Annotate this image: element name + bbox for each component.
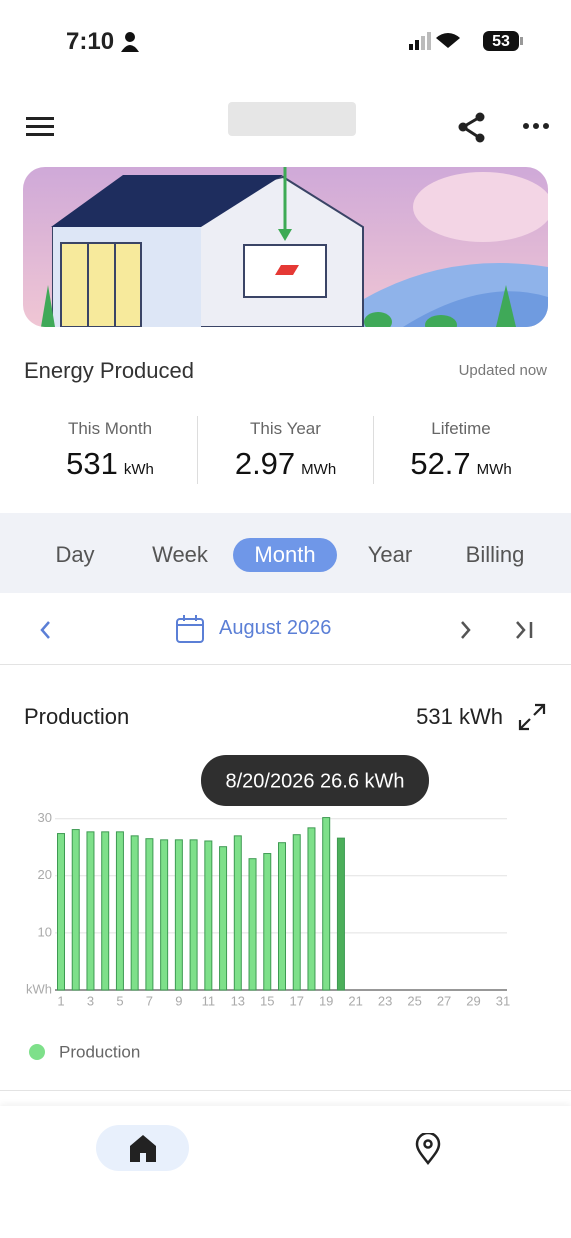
chart-total: 531 kWh (416, 704, 503, 729)
bar (86, 831, 95, 991)
stat-value: 52.7 (410, 446, 471, 481)
divider (0, 1090, 571, 1091)
tab[interactable]: Billing (465, 542, 525, 567)
bar (292, 834, 301, 991)
bar (57, 833, 65, 991)
legend-label: Production (59, 1042, 140, 1061)
tooltip-text: 8/20/2026 26.6 kWh (225, 770, 404, 792)
bar (160, 839, 169, 991)
stat-value-row: 52.7 MWh (376, 446, 546, 482)
updated-label: Updated now (458, 362, 547, 379)
x-tick-label: 29 (466, 993, 480, 1008)
legend-marker (29, 1044, 45, 1060)
tab[interactable]: Year (367, 542, 413, 567)
x-tick-label: 19 (319, 993, 333, 1008)
person-icon (121, 32, 139, 52)
tab[interactable]: Week (152, 542, 208, 567)
x-tick-label: 7 (146, 993, 153, 1008)
share-button[interactable] (456, 112, 488, 144)
divider (373, 416, 374, 484)
x-tick-label: 31 (496, 993, 510, 1008)
stat-value-row: 531 kWh (25, 446, 195, 482)
x-tick-label: 3 (87, 993, 94, 1008)
last-button[interactable] (514, 620, 536, 640)
y-tick-label: 30 (38, 810, 52, 825)
stat-label: This Month (67, 419, 153, 438)
x-tick-label: 13 (231, 993, 245, 1008)
divider (0, 664, 571, 665)
stat-unit: MWh (301, 461, 337, 478)
bar (101, 831, 110, 991)
bar (204, 840, 213, 991)
chart-title: Production (24, 704, 130, 729)
prev-button[interactable] (38, 620, 54, 640)
stat-unit: kWh (123, 461, 154, 478)
battery-level: 53 (492, 33, 510, 50)
stat-label: This Year (250, 419, 321, 438)
next-button[interactable] (458, 620, 474, 640)
x-tick-label: 17 (289, 993, 303, 1008)
stat-unit: MWh (476, 461, 512, 478)
y-tick-label: 10 (38, 924, 52, 939)
x-tick-label: 5 (116, 993, 123, 1008)
x-tick-label: 11 (202, 993, 216, 1008)
bar (233, 835, 242, 991)
section-title: Energy Produced (24, 358, 194, 383)
status-icons (409, 31, 523, 51)
x-tick-label: 1 (57, 993, 64, 1008)
bar (278, 842, 286, 991)
x-tick-label: 15 (260, 993, 274, 1008)
expand-button[interactable] (517, 702, 547, 732)
bar (336, 837, 345, 991)
bar (115, 831, 124, 991)
tab[interactable]: Month (233, 538, 337, 572)
bar (145, 838, 154, 991)
y-unit-label: kWh (26, 981, 52, 996)
bar (322, 817, 331, 991)
tab[interactable]: Day (55, 542, 95, 567)
x-tick-label: 23 (378, 993, 392, 1008)
bar (71, 829, 80, 991)
status-time: 7:10 (66, 28, 115, 55)
bar (174, 839, 183, 991)
divider (197, 416, 198, 484)
bar (263, 853, 272, 991)
bar (248, 858, 257, 991)
calendar-icon[interactable] (175, 614, 205, 644)
bar (219, 846, 228, 991)
bar (130, 835, 139, 991)
stat-value: 531 (66, 446, 118, 481)
more-button[interactable] (522, 120, 550, 132)
x-tick-label: 21 (348, 993, 362, 1008)
x-tick-label: 25 (407, 993, 421, 1008)
home-icon[interactable] (128, 1133, 158, 1163)
tooltip-box (201, 755, 429, 806)
bottom-nav (0, 1106, 571, 1238)
date-label[interactable]: August 2026 (219, 617, 332, 639)
x-tick-label: 27 (437, 993, 451, 1008)
menu-button[interactable] (26, 116, 56, 138)
stat-value-row: 2.97 MWh (201, 446, 371, 482)
location-icon[interactable] (414, 1133, 442, 1165)
bar (189, 839, 198, 991)
x-tick-label: 9 (175, 993, 182, 1008)
stat-label: Lifetime (431, 419, 491, 438)
house-illustration (23, 167, 548, 327)
stat-value: 2.97 (234, 446, 296, 481)
y-tick-label: 20 (38, 867, 52, 882)
blurred-title (228, 102, 356, 136)
bar (307, 827, 316, 991)
